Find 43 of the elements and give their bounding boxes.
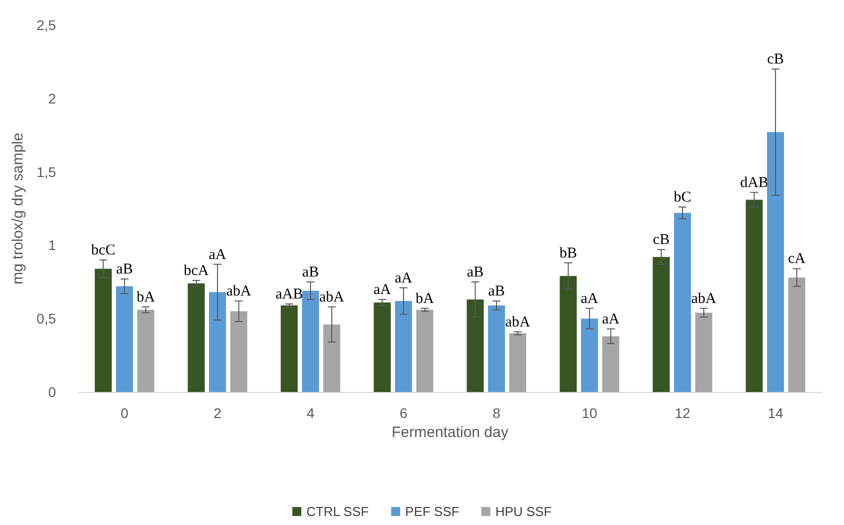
legend-label: HPU SSF [495, 504, 552, 519]
x-tick-label: 6 [400, 405, 408, 421]
x-tick-label: 4 [306, 405, 315, 421]
annotation: aAB [276, 286, 303, 302]
annotation: aA [374, 282, 392, 298]
annotation: aB [302, 264, 319, 280]
annotation: abA [226, 283, 252, 300]
annotation: cB [652, 232, 670, 248]
y-tick-label: 2,5 [36, 17, 56, 33]
annotation: aB [488, 283, 505, 300]
y-tick-label: 2 [48, 90, 56, 106]
x-tick-label: 0 [120, 405, 129, 421]
annotation: dAB [740, 174, 768, 191]
x-tick-label: 8 [492, 405, 501, 421]
x-axis-title: Fermentation day [392, 424, 509, 441]
y-tick-label: 0 [48, 384, 56, 400]
annotation: bA [416, 290, 434, 307]
annotation: bB [559, 245, 578, 262]
annotation: aA [208, 246, 226, 263]
annotation: abA [505, 314, 530, 330]
annotation: aB [466, 264, 484, 280]
legend-label: CTRL SSF [306, 504, 369, 519]
annotation: cB [767, 52, 784, 68]
x-tick-label: 10 [582, 405, 598, 421]
y-axis-title: mg trolox/g dry sample [10, 132, 27, 284]
annotation: bcA [184, 262, 209, 279]
x-tick-label: 14 [768, 405, 784, 421]
annotation: cA [788, 251, 806, 268]
y-tick-label: 1,5 [36, 164, 56, 180]
annotation: aB [116, 261, 133, 278]
annotation: bcC [91, 242, 116, 258]
annotation: aA [580, 290, 598, 307]
annotation: abA [691, 290, 716, 307]
x-tick-label: 12 [674, 405, 690, 421]
legend-label: PEF SSF [405, 504, 460, 519]
annotation: abA [319, 289, 344, 306]
annotation: aA [394, 270, 412, 286]
y-tick-label: 0,5 [36, 310, 56, 327]
annotation: bA [136, 289, 156, 306]
y-tick-label: 1 [48, 237, 56, 254]
annotation: bC [674, 190, 692, 206]
x-tick-label: 2 [214, 405, 222, 421]
annotation: aA [602, 311, 620, 328]
